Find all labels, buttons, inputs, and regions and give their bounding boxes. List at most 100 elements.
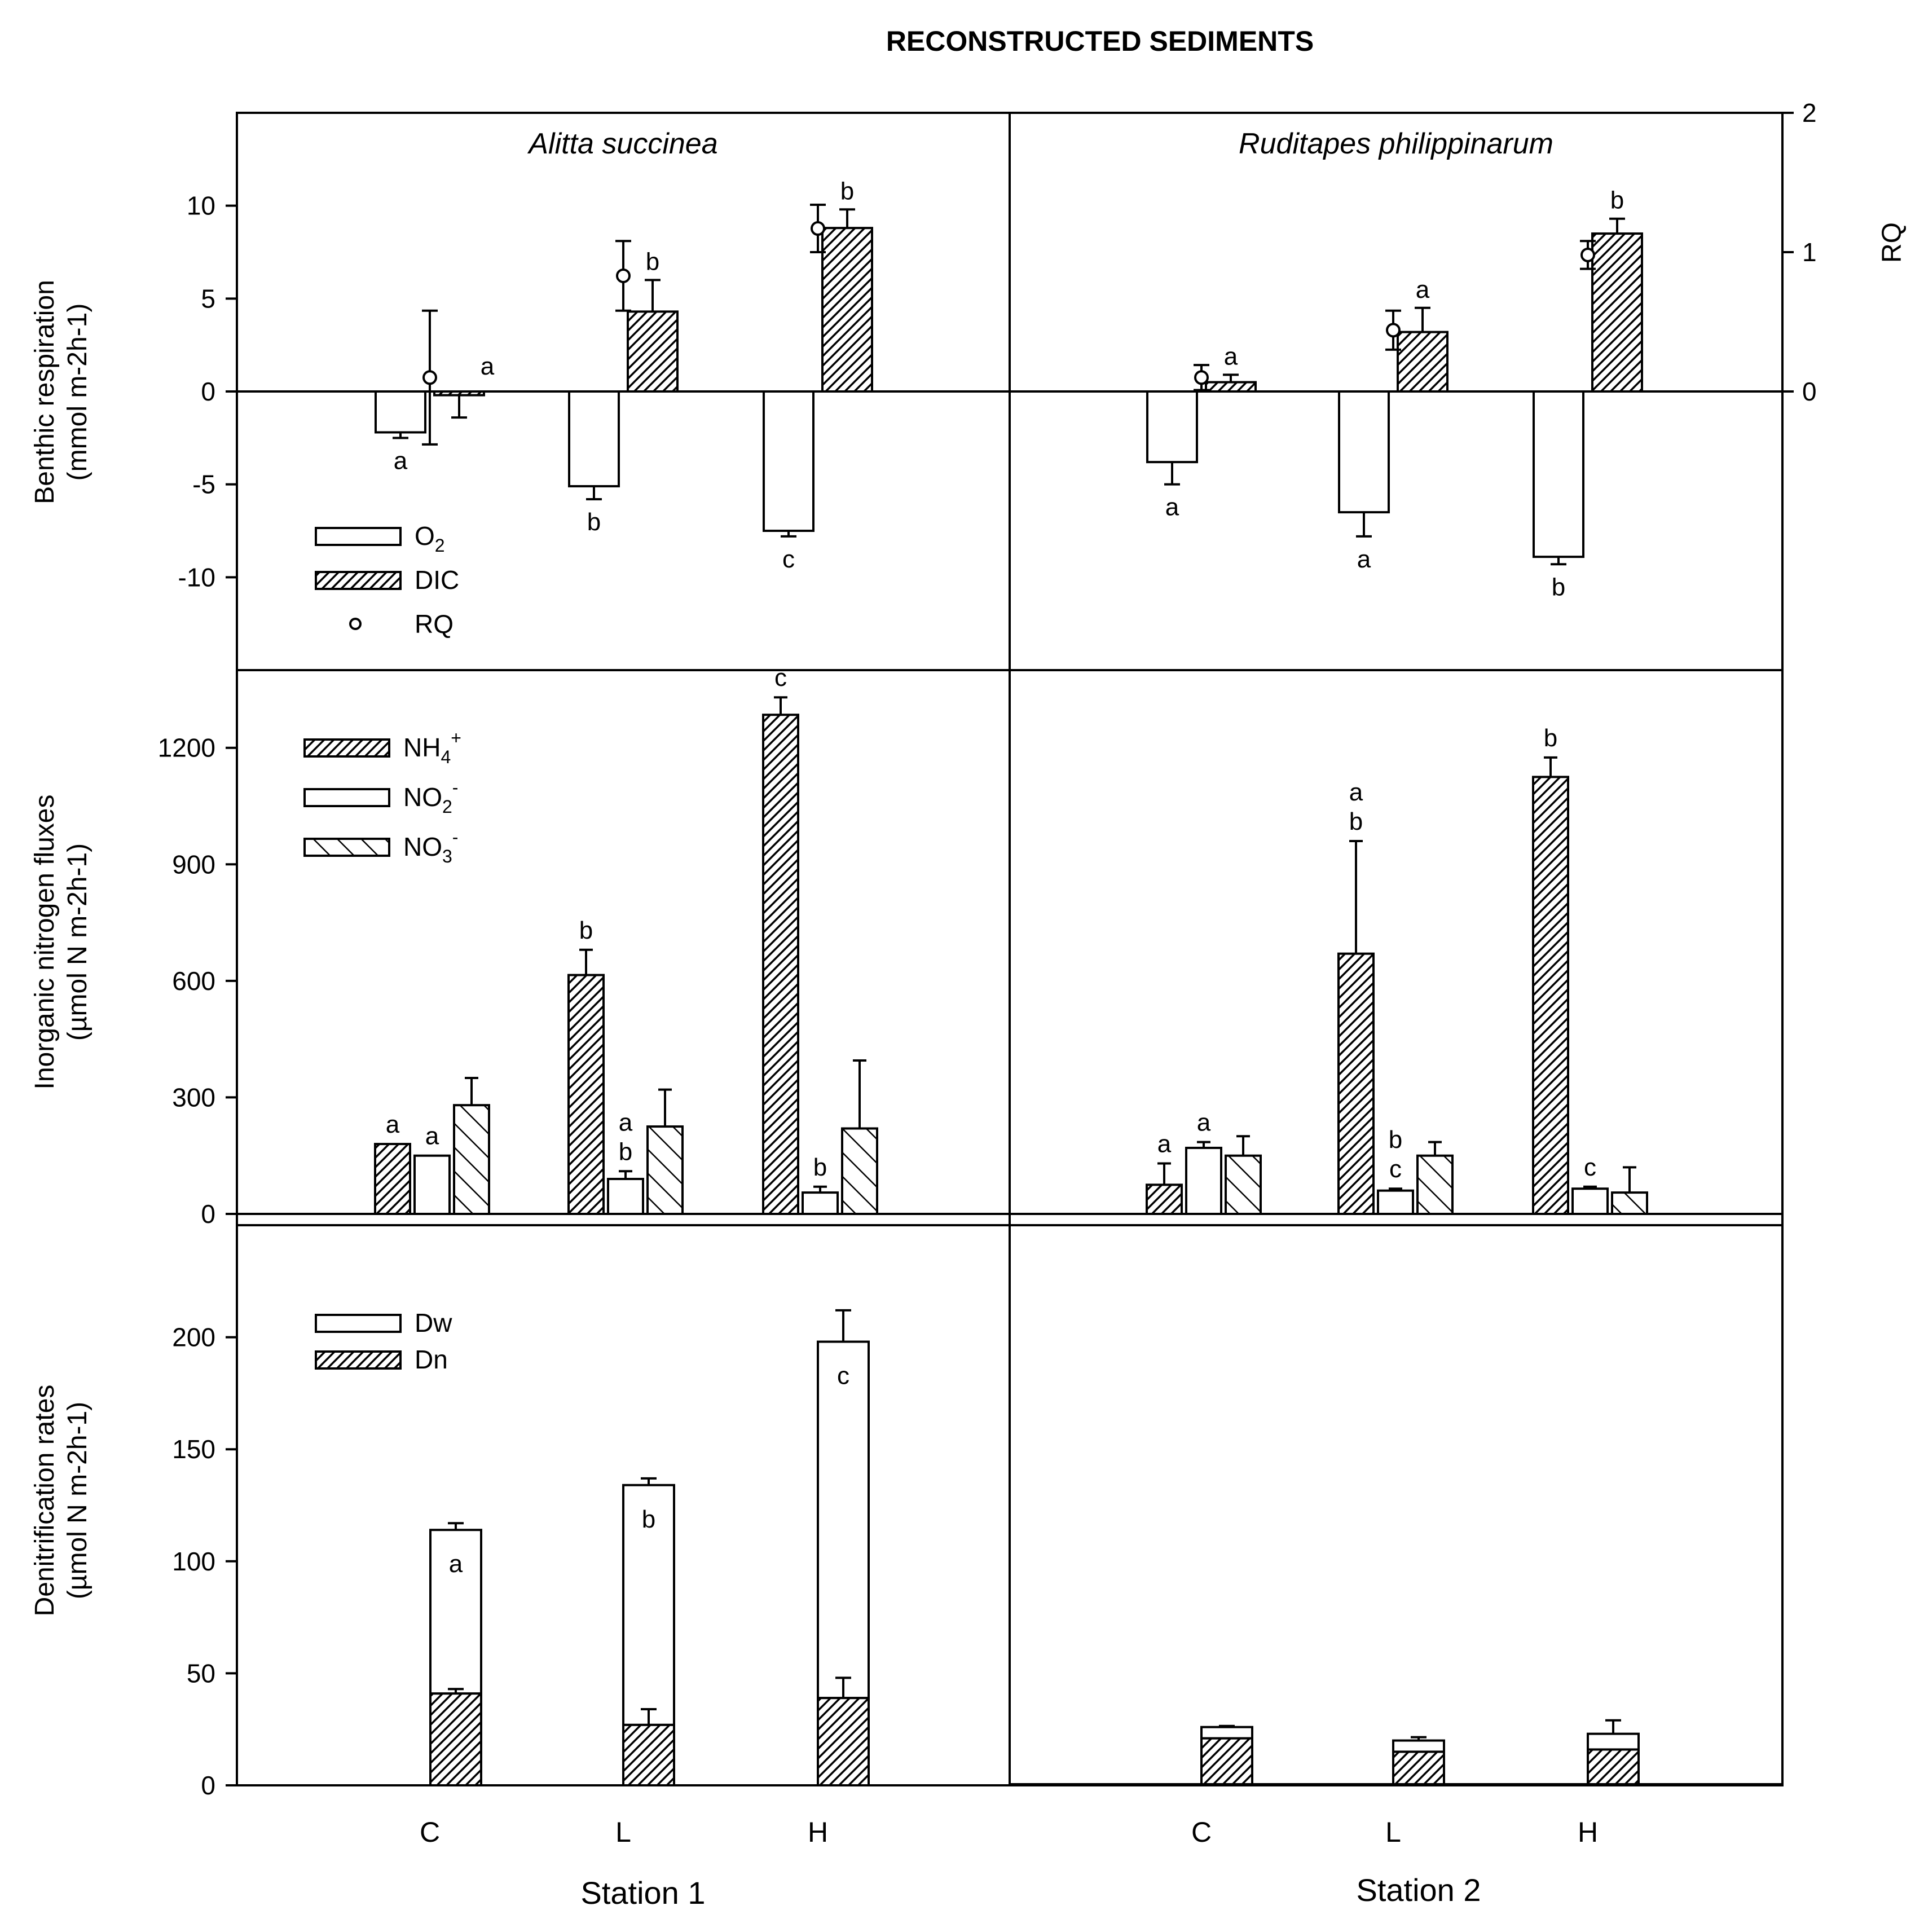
ylabel-nitrogen-line2: (µmol N m-2h-1) bbox=[63, 843, 93, 1041]
column-title-left: Alitta succinea bbox=[527, 127, 717, 160]
bar-no3 bbox=[453, 1104, 490, 1215]
legend-label: NO2- bbox=[403, 777, 458, 817]
legend-label: RQ bbox=[415, 609, 454, 639]
y-tick-label: 0 bbox=[201, 1199, 215, 1229]
legend-superscript: + bbox=[451, 728, 461, 748]
sig-letter: b bbox=[840, 177, 854, 205]
sig-letter: a bbox=[425, 1123, 439, 1150]
sig-letter: b bbox=[646, 248, 659, 275]
y-tick-label: 10 bbox=[187, 191, 215, 221]
bar-no3 bbox=[1225, 1154, 1262, 1216]
legend-label: NH4+ bbox=[403, 728, 461, 767]
bar-dn bbox=[622, 1723, 675, 1787]
sig-letter: b bbox=[1389, 1126, 1402, 1154]
legend-label: Dw bbox=[415, 1308, 452, 1337]
sig-letter: b bbox=[1544, 724, 1557, 752]
rq-point bbox=[1580, 247, 1595, 262]
bar-dic bbox=[433, 390, 485, 397]
ylabel-nitrogen: Inorganic nitrogen fluxes (µmol N m-2h-1… bbox=[30, 795, 93, 1090]
x-tick-label: L bbox=[1385, 1816, 1401, 1848]
ylabel-nitrogen-line1: Inorganic nitrogen fluxes bbox=[30, 795, 60, 1090]
y2-label-rq: RQ bbox=[1877, 222, 1907, 263]
sig-letter: b bbox=[619, 1138, 632, 1165]
bar-o2 bbox=[1533, 390, 1584, 558]
rq-point bbox=[422, 370, 437, 385]
bar-no2 bbox=[607, 1178, 644, 1215]
sig-letter: c bbox=[1389, 1155, 1402, 1183]
legend-label: O2 bbox=[415, 521, 445, 556]
rq-point bbox=[1194, 370, 1209, 385]
bar-no3 bbox=[646, 1125, 684, 1215]
bar-dn bbox=[429, 1692, 482, 1786]
bar-o2 bbox=[568, 390, 620, 487]
legend-swatch bbox=[303, 788, 390, 807]
sig-letter: a bbox=[1416, 276, 1430, 303]
sig-letter: a bbox=[619, 1108, 633, 1136]
ylabel-denitrification: Denitrification rates (µmol N m-2h-1) bbox=[30, 1385, 93, 1617]
bar-no2 bbox=[802, 1191, 839, 1216]
legend-superscript: - bbox=[452, 827, 459, 847]
ylabel-respiration: Benthic respiration (mmol m-2h-1) bbox=[30, 280, 93, 504]
ylabel-respiration-line2: (mmol m-2h-1) bbox=[63, 303, 93, 481]
x-tick-label: C bbox=[420, 1816, 440, 1848]
x-tick-label: H bbox=[1578, 1816, 1598, 1848]
bar-nh4 bbox=[374, 1143, 411, 1215]
sig-letter: c bbox=[774, 664, 787, 692]
bar-o2 bbox=[763, 390, 814, 532]
legend-swatch bbox=[315, 571, 402, 590]
sig-letter: b bbox=[1552, 573, 1565, 601]
sig-letter: a bbox=[1349, 778, 1363, 806]
bar-no3 bbox=[1416, 1154, 1454, 1216]
bar-nh4 bbox=[762, 714, 799, 1215]
bar-dn bbox=[1200, 1737, 1253, 1786]
sig-letter: a bbox=[394, 447, 408, 474]
sig-letter: b bbox=[1349, 808, 1363, 835]
figure-title: RECONSTRUCTED SEDIMENTS bbox=[886, 25, 1314, 57]
legend-swatch bbox=[349, 618, 362, 630]
bar-dw bbox=[1392, 1739, 1445, 1753]
sig-letter: a bbox=[1357, 545, 1371, 573]
legend-label: DIC bbox=[415, 565, 459, 595]
ylabel-respiration-line1: Benthic respiration bbox=[30, 280, 60, 504]
bar-dw bbox=[817, 1340, 870, 1700]
bar-dic bbox=[1397, 331, 1448, 393]
sig-letter: c bbox=[782, 545, 795, 573]
sig-letter: c bbox=[837, 1362, 849, 1390]
bar-dw bbox=[1200, 1726, 1253, 1740]
bar-o2 bbox=[1146, 390, 1198, 464]
bar-dic bbox=[1591, 232, 1643, 393]
station-label-2: Station 2 bbox=[1356, 1872, 1481, 1908]
legend-superscript: - bbox=[452, 777, 459, 798]
bar-nh4 bbox=[567, 974, 605, 1215]
column-title-right: Ruditapes philippinarum bbox=[1239, 127, 1553, 160]
y-tick-label: 0 bbox=[201, 377, 215, 406]
rq-point bbox=[616, 268, 631, 283]
bar-nh4 bbox=[1146, 1183, 1183, 1216]
y-tick-label: -5 bbox=[192, 470, 215, 499]
sig-letter: a bbox=[1224, 342, 1238, 370]
sig-letter: a bbox=[449, 1550, 463, 1578]
sig-letter: a bbox=[481, 353, 495, 380]
y-tick-label: 100 bbox=[172, 1547, 215, 1576]
x-tick-label: H bbox=[808, 1816, 828, 1848]
y-tick-label: 900 bbox=[172, 850, 215, 879]
sig-letter: a bbox=[1197, 1109, 1211, 1137]
y-tick-label: 200 bbox=[172, 1323, 215, 1352]
rq-point bbox=[811, 221, 825, 236]
bar-no3 bbox=[841, 1127, 878, 1215]
sig-letter: b bbox=[587, 508, 601, 536]
legend-swatch bbox=[315, 527, 402, 546]
sig-letter: b bbox=[813, 1154, 827, 1181]
x-tick-label: C bbox=[1191, 1816, 1212, 1848]
bar-nh4 bbox=[1337, 952, 1375, 1215]
bar-no2 bbox=[1571, 1187, 1609, 1216]
y-tick-label: 5 bbox=[201, 284, 215, 313]
y-tick-label: 300 bbox=[172, 1082, 215, 1112]
legend-label: NO3- bbox=[403, 827, 458, 866]
bar-no2 bbox=[413, 1154, 451, 1216]
bar-dw bbox=[1587, 1732, 1640, 1751]
sig-letter: a bbox=[1165, 494, 1179, 521]
bar-nh4 bbox=[1532, 776, 1569, 1216]
legend-swatch bbox=[303, 838, 390, 857]
